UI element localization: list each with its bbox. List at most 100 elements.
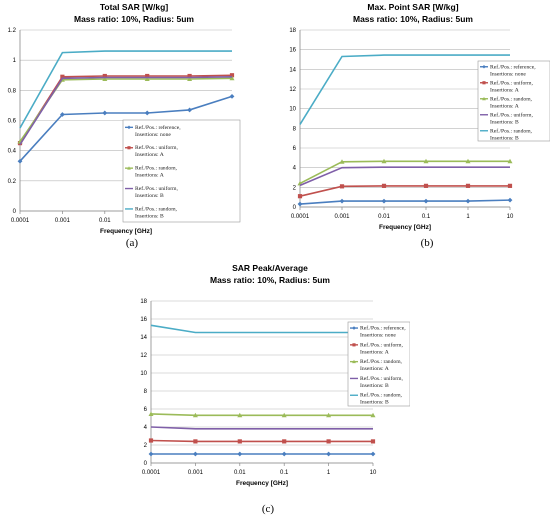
data-point: [326, 451, 331, 457]
series-line: [299, 185, 510, 197]
series-line: [19, 76, 233, 146]
series-line: [150, 324, 373, 334]
y-tick-label: 6: [293, 146, 297, 152]
data-point: [187, 73, 192, 79]
y-tick-label: 1.2: [8, 28, 17, 34]
legend-marker: [482, 81, 486, 85]
legend-label: Ref./Pos.: uniform, Insertions: B: [360, 375, 403, 389]
data-point: [60, 74, 65, 79]
data-point: [282, 439, 287, 444]
data-point: [145, 73, 150, 79]
legend-box: [477, 60, 550, 142]
data-point: [381, 183, 387, 188]
legend-label: Ref./Pos.: uniform, Insertions: B: [490, 111, 533, 125]
x-tick-label: 0.1: [422, 214, 431, 220]
legend-box: [122, 119, 241, 223]
data-point: [381, 158, 387, 164]
series-line: [299, 54, 510, 125]
series-line: [299, 160, 510, 185]
data-point: [193, 451, 198, 457]
data-point: [423, 158, 429, 164]
y-tick-label: 2: [293, 185, 297, 191]
chart-subtitle: Mass ratio: 10%, Radius: 5um: [353, 14, 473, 24]
y-tick-label: 0.8: [8, 88, 17, 94]
data-point: [229, 75, 235, 81]
legend-label: Ref./Pos.: random, Insertions: A: [360, 358, 403, 372]
y-tick-label: 16: [140, 317, 147, 323]
legend-label: Ref./Pos.: random, Insertions: B: [490, 127, 533, 141]
legend-box: [347, 321, 410, 407]
series-line: [299, 166, 510, 187]
legend-label: Ref./Pos.: reference, Insertions: none: [490, 63, 536, 77]
legend-marker: [352, 359, 356, 364]
legend-marker: [127, 125, 131, 130]
data-point: [102, 110, 108, 116]
data-point: [193, 439, 198, 444]
y-tick-label: 8: [144, 389, 148, 395]
x-tick-label: 0.01: [99, 218, 111, 224]
series-line: [150, 426, 373, 430]
data-point: [465, 158, 471, 164]
data-point: [60, 112, 65, 117]
legend-label: Ref./Pos.: uniform, Insertions: A: [360, 341, 403, 355]
x-tick-label: 10: [370, 470, 377, 476]
y-tick-label: 0: [293, 205, 297, 211]
legend-marker: [127, 166, 131, 170]
figure-caption: (a): [126, 237, 139, 249]
data-point: [297, 201, 303, 207]
data-point: [370, 451, 376, 457]
series-line: [19, 74, 233, 144]
x-tick-label: 10: [507, 214, 514, 220]
chart-panel-c: SAR Peak/Average Mass ratio: 10%, Radius:…: [135, 258, 410, 516]
data-point: [423, 183, 429, 188]
data-point: [326, 412, 332, 418]
y-tick-label: 0.4: [8, 149, 17, 155]
data-point: [297, 194, 303, 199]
y-tick-label: 4: [293, 166, 297, 172]
data-point: [339, 184, 345, 189]
x-axis-title: Frequency [GHz]: [100, 228, 152, 235]
x-tick-label: 0.01: [378, 214, 390, 220]
x-tick-label: 0.001: [188, 470, 204, 476]
y-tick-label: 12: [289, 87, 296, 93]
series-line: [19, 50, 232, 129]
data-point: [229, 73, 235, 78]
y-tick-label: 14: [289, 67, 296, 73]
chart-title: SAR Peak/Average: [232, 263, 308, 273]
y-tick-label: 2: [144, 443, 148, 449]
legend-marker: [482, 64, 486, 69]
legend-marker: [352, 326, 356, 330]
y-tick-label: 8: [293, 126, 297, 132]
data-point: [229, 93, 235, 99]
chart-subtitle: Mass ratio: 10%, Radius: 5um: [74, 14, 194, 24]
y-tick-label: 10: [289, 107, 296, 113]
legend-marker: [482, 96, 486, 101]
x-tick-label: 0.0001: [142, 470, 161, 476]
x-tick-label: 0.0001: [11, 218, 30, 224]
data-point: [187, 76, 193, 82]
y-tick-label: 0.2: [8, 179, 17, 185]
chart-panel-b: Max. Point SAR [W/kg] Mass ratio: 10%, Ra…: [280, 0, 550, 250]
x-tick-label: 0.1: [280, 470, 289, 476]
y-tick-label: 1: [13, 58, 17, 64]
x-tick-label: 0.001: [55, 218, 71, 224]
data-point: [102, 76, 108, 82]
data-point: [281, 451, 287, 457]
line-chart-svg: Max. Point SAR [W/kg] Mass ratio: 10%, Ra…: [289, 2, 550, 249]
data-point: [144, 76, 150, 82]
series-line: [19, 95, 233, 162]
x-tick-label: 1: [466, 214, 470, 220]
data-point: [148, 451, 154, 457]
legend-label: Ref./Pos.: uniform, Insertions: A: [490, 79, 533, 93]
data-point: [192, 412, 198, 418]
data-point: [326, 439, 331, 444]
y-tick-label: 18: [289, 28, 296, 34]
data-point: [507, 197, 513, 203]
data-point: [148, 438, 154, 443]
y-tick-label: 0: [13, 209, 17, 215]
series-line: [150, 413, 373, 417]
y-tick-label: 18: [140, 299, 147, 305]
series-line: [299, 199, 511, 205]
data-point: [144, 110, 150, 116]
figure-caption: (c): [262, 503, 275, 515]
